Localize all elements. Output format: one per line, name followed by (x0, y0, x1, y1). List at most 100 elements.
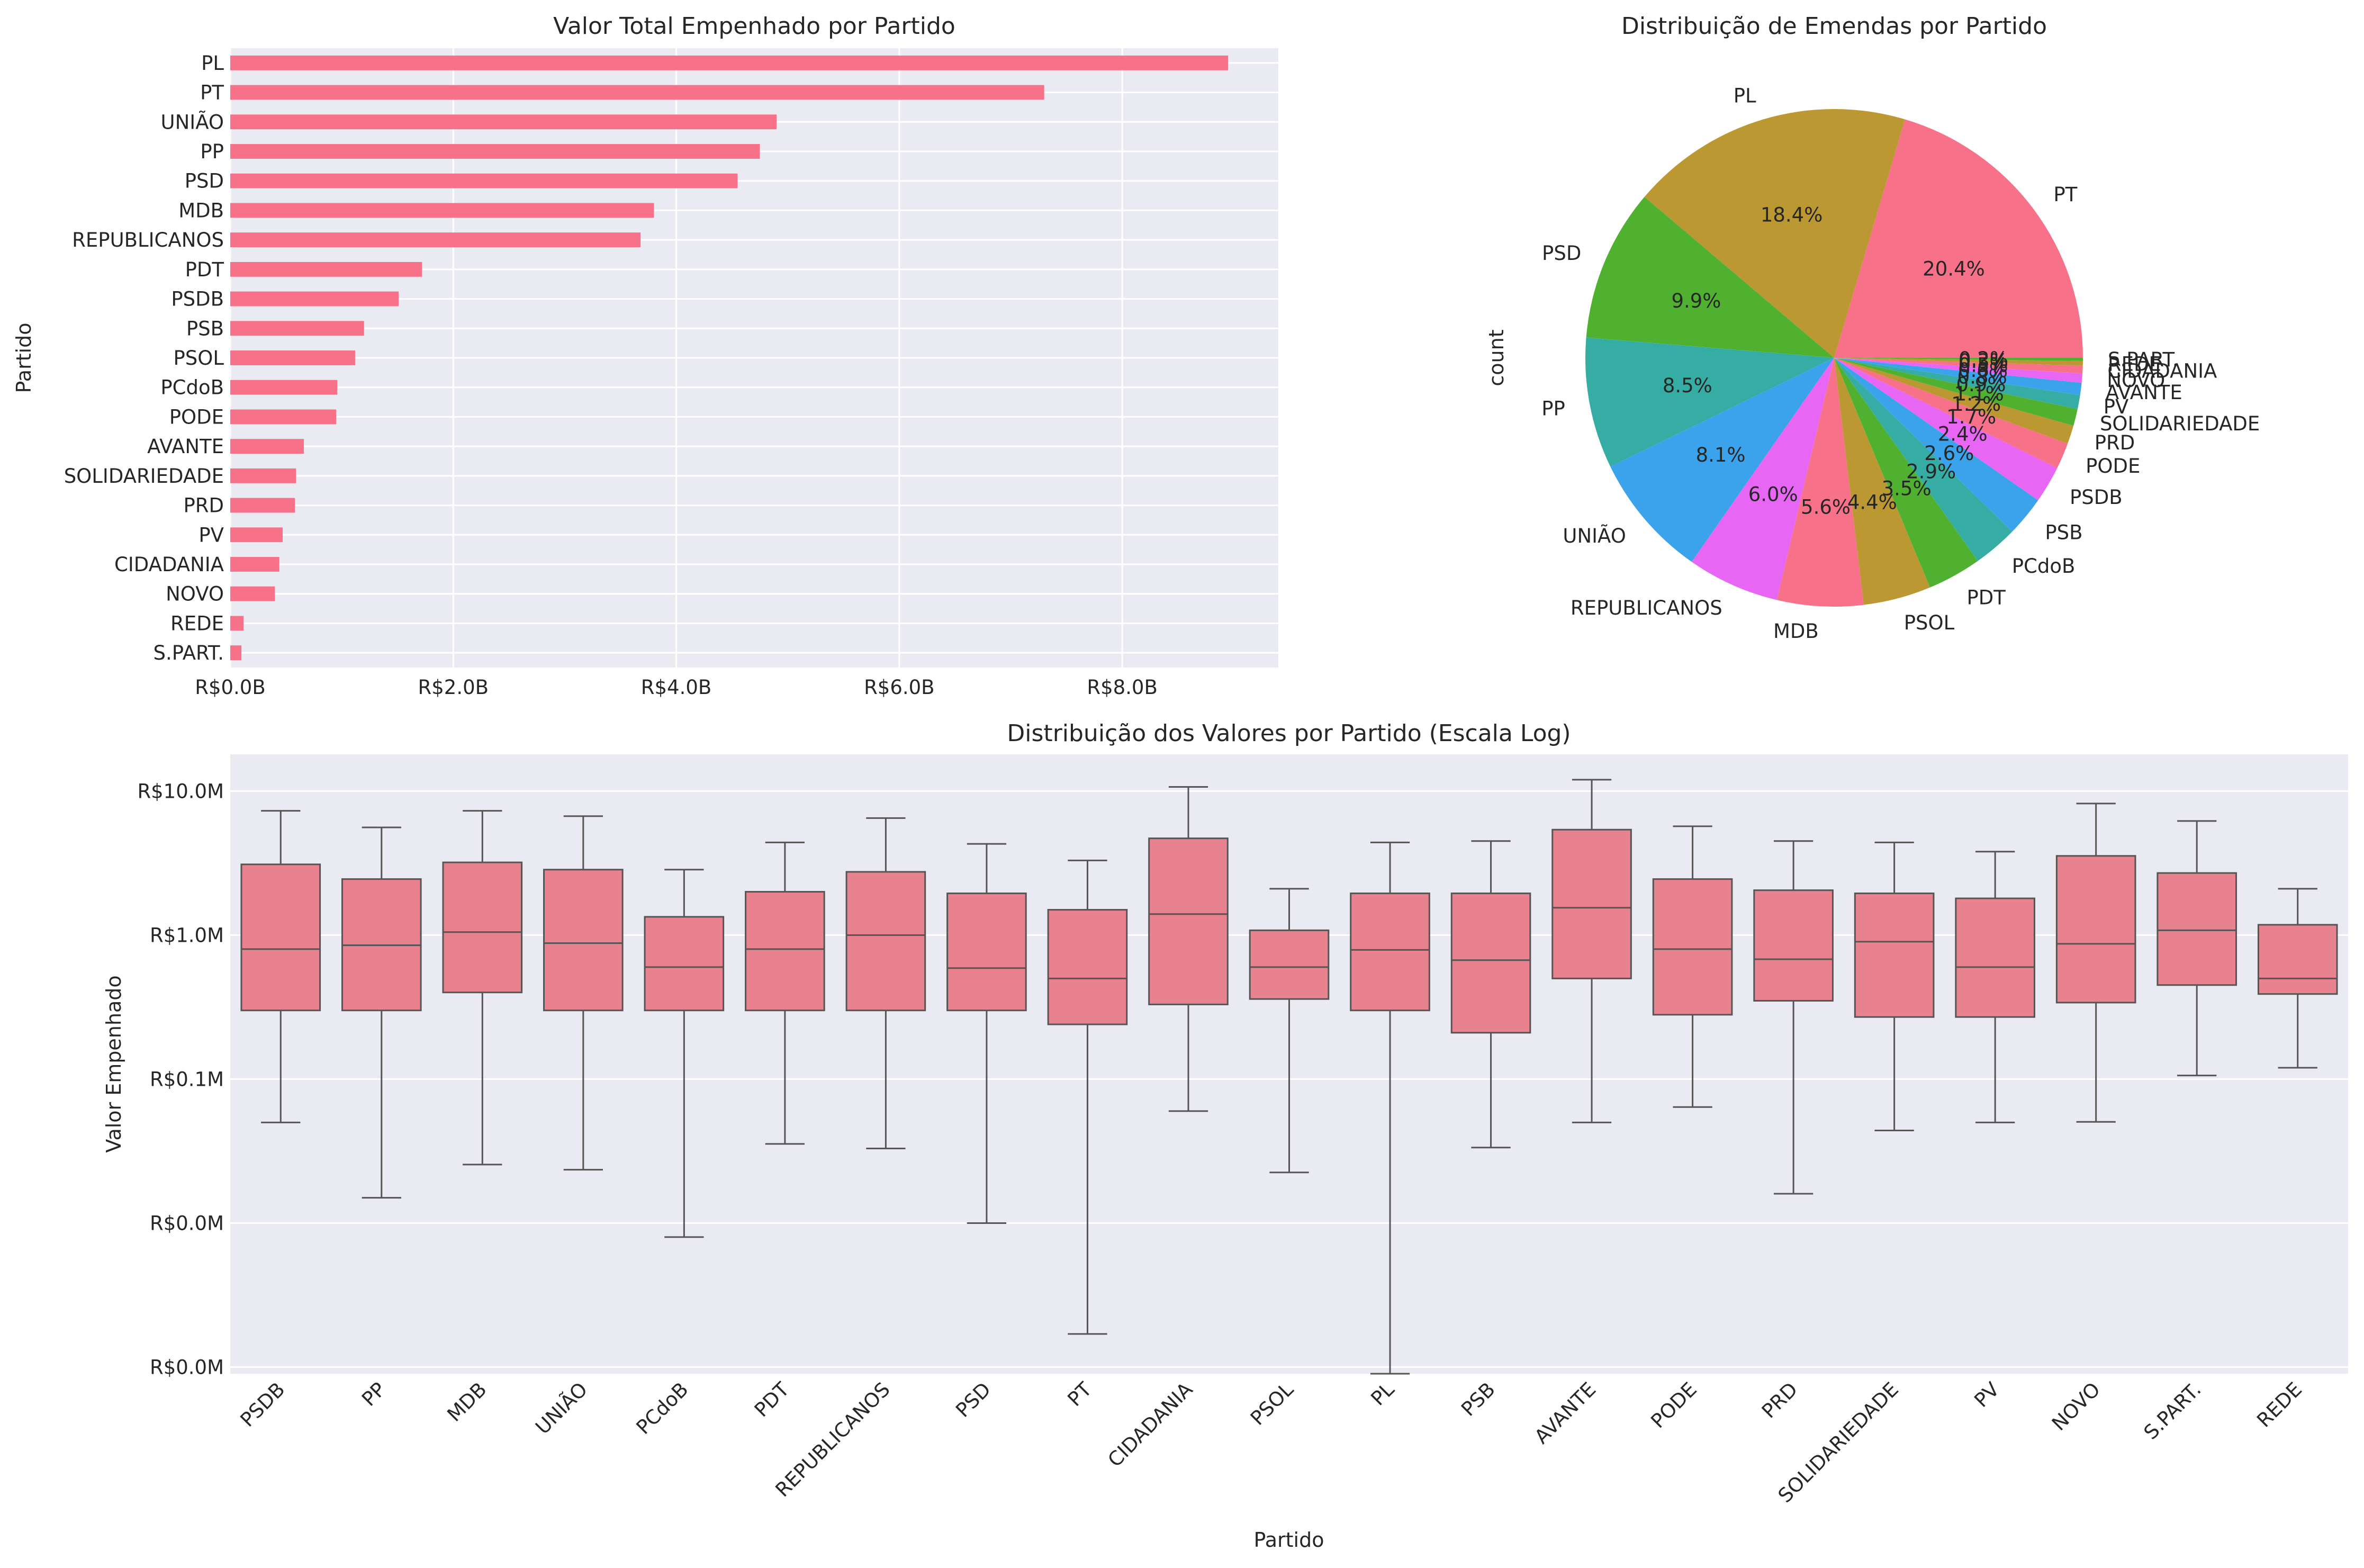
box-iqr-rect (240, 863, 321, 1012)
box-plot-box (543, 815, 624, 1171)
box-iqr-rect (1854, 893, 1935, 1018)
pie-percent-label: 0.9% (1956, 373, 2006, 396)
box-plot-box (1350, 841, 1430, 1375)
bar-chart-y-tick-label: NOVO (166, 583, 224, 606)
box-plot-box (1450, 840, 1531, 1149)
bar-chart-y-tick-label: S.PART. (154, 642, 224, 664)
pie-percent-label: 2.4% (1938, 423, 1988, 446)
pie-slice (1834, 358, 2083, 366)
bar-chart-y-tick-label: PP (200, 140, 224, 163)
bar-chart-y-tick-labels: PL PT UNIÃO PP PSD MDB REPUBLICANOS PDT PSDB PSB P… (64, 52, 224, 664)
box-iqr-rect (1753, 889, 1834, 1002)
pie-slice (1834, 358, 1978, 588)
bar-chart-x-tick-label: R$8.0B (1087, 676, 1157, 699)
box-plot-x-tick-label: PV (1970, 1378, 2004, 1412)
pie-slice (1834, 358, 2058, 501)
bar-chart-y-tick-label: PCdoB (160, 376, 224, 399)
box-plot-box (644, 869, 725, 1238)
box-iqr-rect (2157, 872, 2237, 986)
pie-category-label: PSDB (2070, 486, 2123, 509)
pie-percent-label: 1.7% (1946, 405, 1996, 428)
pie-chart-slices (1585, 109, 2083, 607)
pie-category-label: PP (1541, 397, 1565, 420)
pie-percent-label: 0.6% (1958, 359, 2008, 382)
pie-category-label: UNIÃO (1563, 524, 1626, 547)
bar-chart-x-tick-labels: R$0.0B R$2.0B R$4.0B R$6.0B R$8.0B (195, 676, 1158, 699)
bar-chart-y-tick-label: PRD (183, 494, 224, 517)
pie-slice (1834, 358, 2068, 468)
pie-category-label: PODE (2086, 455, 2140, 477)
bar-chart-y-tick-label: MDB (178, 199, 224, 222)
box-plot-x-tick-label: PODE (1647, 1378, 1701, 1432)
bar-chart-x-tick-label: R$6.0B (864, 676, 934, 699)
bar-chart-y-tick-label: REPUBLICANOS (72, 229, 224, 251)
pie-slice (1834, 358, 2078, 426)
pie-percent-label: 20.4% (1923, 257, 1985, 280)
box-iqr-rect (1551, 828, 1632, 979)
box-plot-box (2257, 888, 2338, 1069)
box-plot-box (845, 817, 926, 1149)
bar-chart-bar (230, 173, 738, 188)
bar-chart-y-axis-label: Partido (12, 323, 35, 393)
pie-category-label: CIDADANIA (2107, 359, 2217, 382)
box-plot-boxes (240, 779, 2338, 1375)
pie-category-label: PL (1734, 84, 1756, 107)
box-plot-x-tick-label: PSD (951, 1378, 995, 1422)
pie-slice (1644, 109, 1905, 358)
bar-chart-y-tick-label: AVANTE (147, 435, 224, 458)
box-plot-x-tick-label: PCdoB (632, 1378, 693, 1439)
bar-chart-y-tick-label: UNIÃO (161, 110, 224, 133)
pie-percent-label: 0.2% (1959, 348, 2008, 371)
pie-percent-label: 3.5% (1882, 477, 1932, 500)
box-plot-x-tick-label: PT (1063, 1378, 1096, 1411)
box-iqr-rect (2055, 855, 2136, 1004)
bar-chart-bars (230, 55, 1229, 661)
box-plot-x-tick-label: PDT (750, 1378, 794, 1422)
box-plot-y-tick-label: R$0.0M (150, 1356, 224, 1379)
pie-category-label: NOVO (2107, 369, 2165, 392)
box-plot-x-tick-label: PL (1367, 1378, 1399, 1410)
bar-chart-y-tick-label: PV (198, 524, 224, 546)
bar-chart-bar (230, 291, 399, 307)
bar-chart-bar (230, 85, 1044, 100)
pie-chart-category-labels: PT PL PSD PP UNIÃO REPUBLICANOS MDB PSOL PDT PCdo… (1541, 84, 2260, 643)
bar-chart-bar (230, 586, 275, 601)
pie-chart-title: Distribuição de Emendas por Partido (1621, 13, 2047, 40)
pie-slice (1834, 358, 2083, 383)
bar-chart-bar (230, 144, 760, 159)
box-plot-x-tick-label: AVANTE (1530, 1378, 1601, 1448)
bar-chart-bar (230, 350, 355, 365)
bar-chart-x-tick-label: R$2.0B (418, 676, 489, 699)
box-plot-x-tick-label: UNIÃO (531, 1377, 592, 1439)
box-plot-box (2157, 820, 2237, 1077)
box-iqr-rect (1249, 929, 1330, 1000)
box-plot-panel: Distribuição dos Valores por Partido (Es… (102, 720, 2348, 1552)
box-iqr-rect (644, 916, 725, 1012)
pie-slice (1834, 358, 2082, 395)
box-iqr-rect (745, 891, 825, 1012)
box-plot-y-tick-label: R$0.1M (150, 1068, 224, 1091)
pie-slice (1834, 358, 1930, 605)
bar-chart-y-tick-label: PDT (185, 258, 224, 281)
pie-slice (1834, 358, 2080, 409)
bar-chart-y-tick-label: CIDADANIA (114, 553, 224, 576)
box-plot-y-tick-label: R$10.0M (137, 780, 224, 803)
bar-chart-y-tick-label: REDE (170, 612, 224, 635)
box-iqr-rect (1148, 837, 1229, 1005)
pie-percent-label: 8.1% (1696, 444, 1746, 466)
pie-percent-label: 0.5% (1959, 354, 2008, 376)
pie-slice (1834, 358, 2038, 532)
box-iqr-rect (1955, 897, 2035, 1018)
bar-chart-title: Valor Total Empenhado por Partido (553, 13, 955, 40)
box-plot-x-tick-label: REDE (2252, 1378, 2306, 1432)
bar-chart-bar (230, 321, 364, 336)
bar-chart-bar (230, 557, 279, 572)
box-plot-x-tick-label: MDB (443, 1378, 491, 1426)
bar-chart-y-tick-label: SOLIDARIEDADE (64, 465, 224, 488)
bar-chart-y-tick-label: PSDB (171, 288, 224, 311)
pie-category-label: SOLIDARIEDADE (2100, 412, 2260, 435)
box-plot-box (2055, 803, 2136, 1123)
box-plot-title: Distribuição dos Valores por Partido (Es… (1007, 720, 1571, 747)
